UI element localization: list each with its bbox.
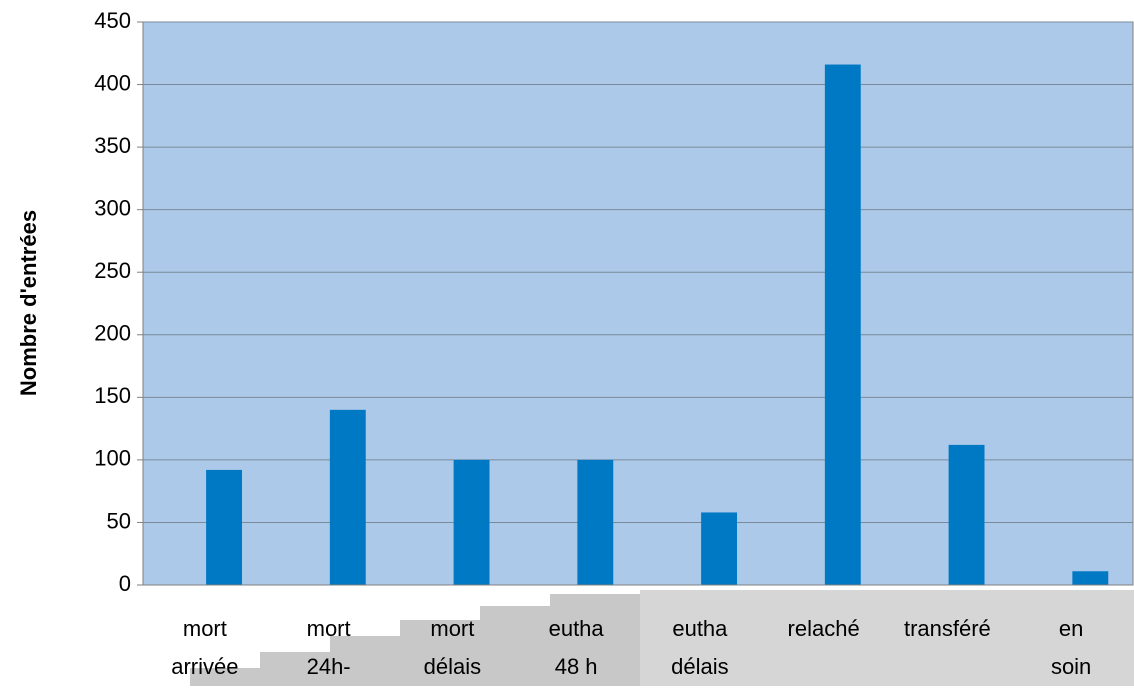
bar <box>824 64 861 585</box>
y-axis-title: Nombre d'entrées <box>16 210 41 396</box>
x-tick-label: relaché <box>788 616 860 641</box>
y-tick-label: 400 <box>94 70 131 95</box>
bar <box>329 409 366 585</box>
y-tick-label: 250 <box>94 258 131 283</box>
bar <box>948 444 985 585</box>
x-tick-label: en soin <box>1051 616 1091 679</box>
y-tick-label: 300 <box>94 195 131 220</box>
bar <box>1072 571 1109 585</box>
bar <box>577 459 614 585</box>
bar <box>701 512 737 585</box>
x-tick-label: mort délais <box>424 616 481 679</box>
y-tick-label: 200 <box>94 321 131 346</box>
y-tick-label: 100 <box>94 446 131 471</box>
bar <box>206 469 242 585</box>
y-tick-label: 350 <box>94 133 131 158</box>
x-tick-label: mort 24h- <box>307 616 351 679</box>
x-tick-label: transféré <box>904 616 991 641</box>
x-tick-label: eutha délais <box>671 616 728 679</box>
y-tick-label: 450 <box>94 8 131 33</box>
y-tick-label: 0 <box>119 571 131 596</box>
y-tick-label: 150 <box>94 383 131 408</box>
bar <box>453 459 490 585</box>
background-decoration <box>190 590 1134 686</box>
y-tick-label: 50 <box>107 508 131 533</box>
x-tick-label: mort arrivée <box>171 616 238 679</box>
x-tick-label: eutha 48 h <box>549 616 605 679</box>
